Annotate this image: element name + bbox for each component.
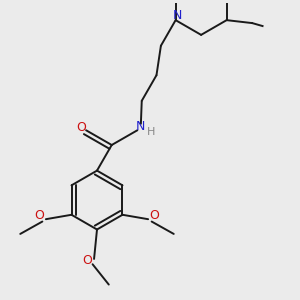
Text: N: N bbox=[136, 120, 146, 133]
Text: O: O bbox=[82, 254, 92, 267]
Text: O: O bbox=[150, 209, 160, 222]
Text: O: O bbox=[34, 209, 44, 222]
Text: N: N bbox=[172, 9, 182, 22]
Text: O: O bbox=[76, 121, 86, 134]
Text: H: H bbox=[146, 127, 155, 137]
